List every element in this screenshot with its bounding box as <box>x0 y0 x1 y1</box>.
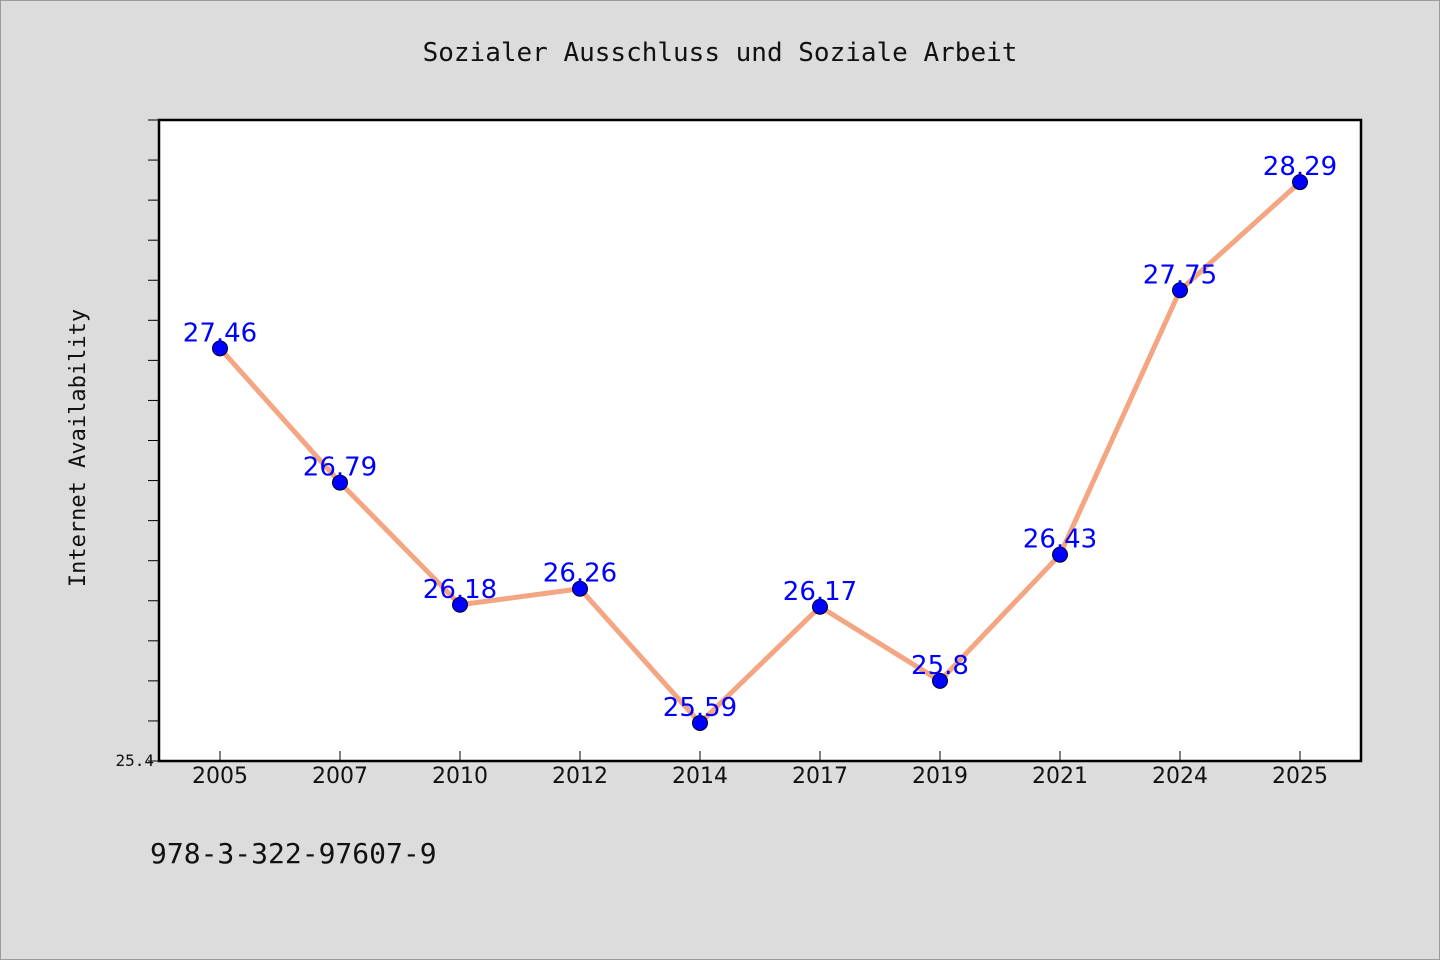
x-tick-label: 2014 <box>672 764 728 789</box>
data-label: 28.29 <box>1263 152 1337 182</box>
series-line <box>217 179 1303 726</box>
data-label: 25.59 <box>663 693 737 723</box>
data-label: 26.17 <box>783 577 857 607</box>
data-point-marker <box>332 474 348 491</box>
x-tick-label: 2005 <box>192 764 248 789</box>
data-point-marker <box>932 672 948 689</box>
x-tick-label: 2010 <box>432 764 488 789</box>
x-tick-label: 2024 <box>1152 764 1208 789</box>
data-label: 27.75 <box>1143 260 1217 290</box>
x-tick-label: 2019 <box>912 764 968 789</box>
data-label: 26.43 <box>1023 525 1097 555</box>
data-point-marker <box>1052 546 1068 563</box>
x-tick-label: 2025 <box>1272 764 1328 789</box>
x-axis-ticks: 2005 2007 2010 2012 2014 2017 2019 2021 2024 2025 <box>192 751 1328 789</box>
data-point-marker <box>1172 282 1188 299</box>
data-point-marker <box>1292 174 1308 191</box>
data-point-marker <box>812 598 828 615</box>
y-axis-label: Internet Availability <box>66 309 91 587</box>
data-label: 26.79 <box>303 453 377 483</box>
isbn-footer: 978-3-322-97607-9 <box>150 837 437 870</box>
x-tick-label: 2017 <box>792 764 848 789</box>
x-tick-label: 2007 <box>312 764 368 789</box>
y-tick-label: 25.4 <box>115 751 154 770</box>
x-tick-label: 2021 <box>1032 764 1088 789</box>
data-label: 27.46 <box>183 318 257 348</box>
data-label: 26.26 <box>543 559 617 589</box>
data-point-marker <box>692 714 708 731</box>
series-line-group <box>217 179 1303 726</box>
plot-area <box>157 118 1363 763</box>
marker-group <box>212 174 1308 731</box>
data-point-marker <box>452 596 468 613</box>
chart-title: Sozialer Ausschluss und Soziale Arbeit <box>423 38 1018 68</box>
data-label-group: 27.46 26.79 26.18 26.26 25.59 26.17 25.8 26.43 2… <box>183 152 1337 723</box>
data-point-marker <box>212 340 228 357</box>
y-axis-ticks: 25.4 <box>115 119 159 770</box>
data-label: 25.8 <box>911 651 969 681</box>
data-label: 26.18 <box>423 575 497 605</box>
x-tick-label: 2012 <box>552 764 608 789</box>
data-point-marker <box>572 580 588 597</box>
